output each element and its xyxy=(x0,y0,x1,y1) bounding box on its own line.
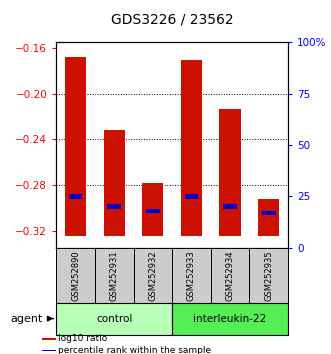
Text: GSM252933: GSM252933 xyxy=(187,251,196,301)
Bar xyxy=(133,248,172,303)
Text: percentile rank within the sample: percentile rank within the sample xyxy=(58,346,211,354)
Bar xyxy=(146,209,160,213)
Bar xyxy=(56,303,172,335)
Bar xyxy=(42,338,56,340)
Bar xyxy=(223,205,237,209)
Bar xyxy=(172,303,288,335)
Text: log10 ratio: log10 ratio xyxy=(58,334,107,343)
Bar xyxy=(249,248,288,303)
Bar xyxy=(142,183,164,236)
Bar xyxy=(104,130,125,236)
Text: GSM252935: GSM252935 xyxy=(264,251,273,301)
Text: GSM252931: GSM252931 xyxy=(110,251,119,301)
Bar xyxy=(211,248,249,303)
Bar xyxy=(262,211,276,215)
Text: GSM252932: GSM252932 xyxy=(148,251,157,301)
Bar xyxy=(172,248,211,303)
Bar xyxy=(219,109,241,236)
Text: GSM252934: GSM252934 xyxy=(225,251,235,301)
Text: interleukin-22: interleukin-22 xyxy=(193,314,267,324)
Bar xyxy=(56,248,95,303)
Bar xyxy=(42,349,56,352)
Text: GSM252890: GSM252890 xyxy=(71,251,80,301)
Bar xyxy=(95,248,133,303)
Bar xyxy=(107,205,121,209)
Bar xyxy=(65,57,86,236)
Text: agent: agent xyxy=(10,314,42,324)
Bar xyxy=(69,194,82,199)
Bar xyxy=(184,194,198,199)
Text: GDS3226 / 23562: GDS3226 / 23562 xyxy=(111,12,233,27)
Text: control: control xyxy=(96,314,132,324)
Bar xyxy=(181,59,202,236)
Bar xyxy=(258,199,279,236)
